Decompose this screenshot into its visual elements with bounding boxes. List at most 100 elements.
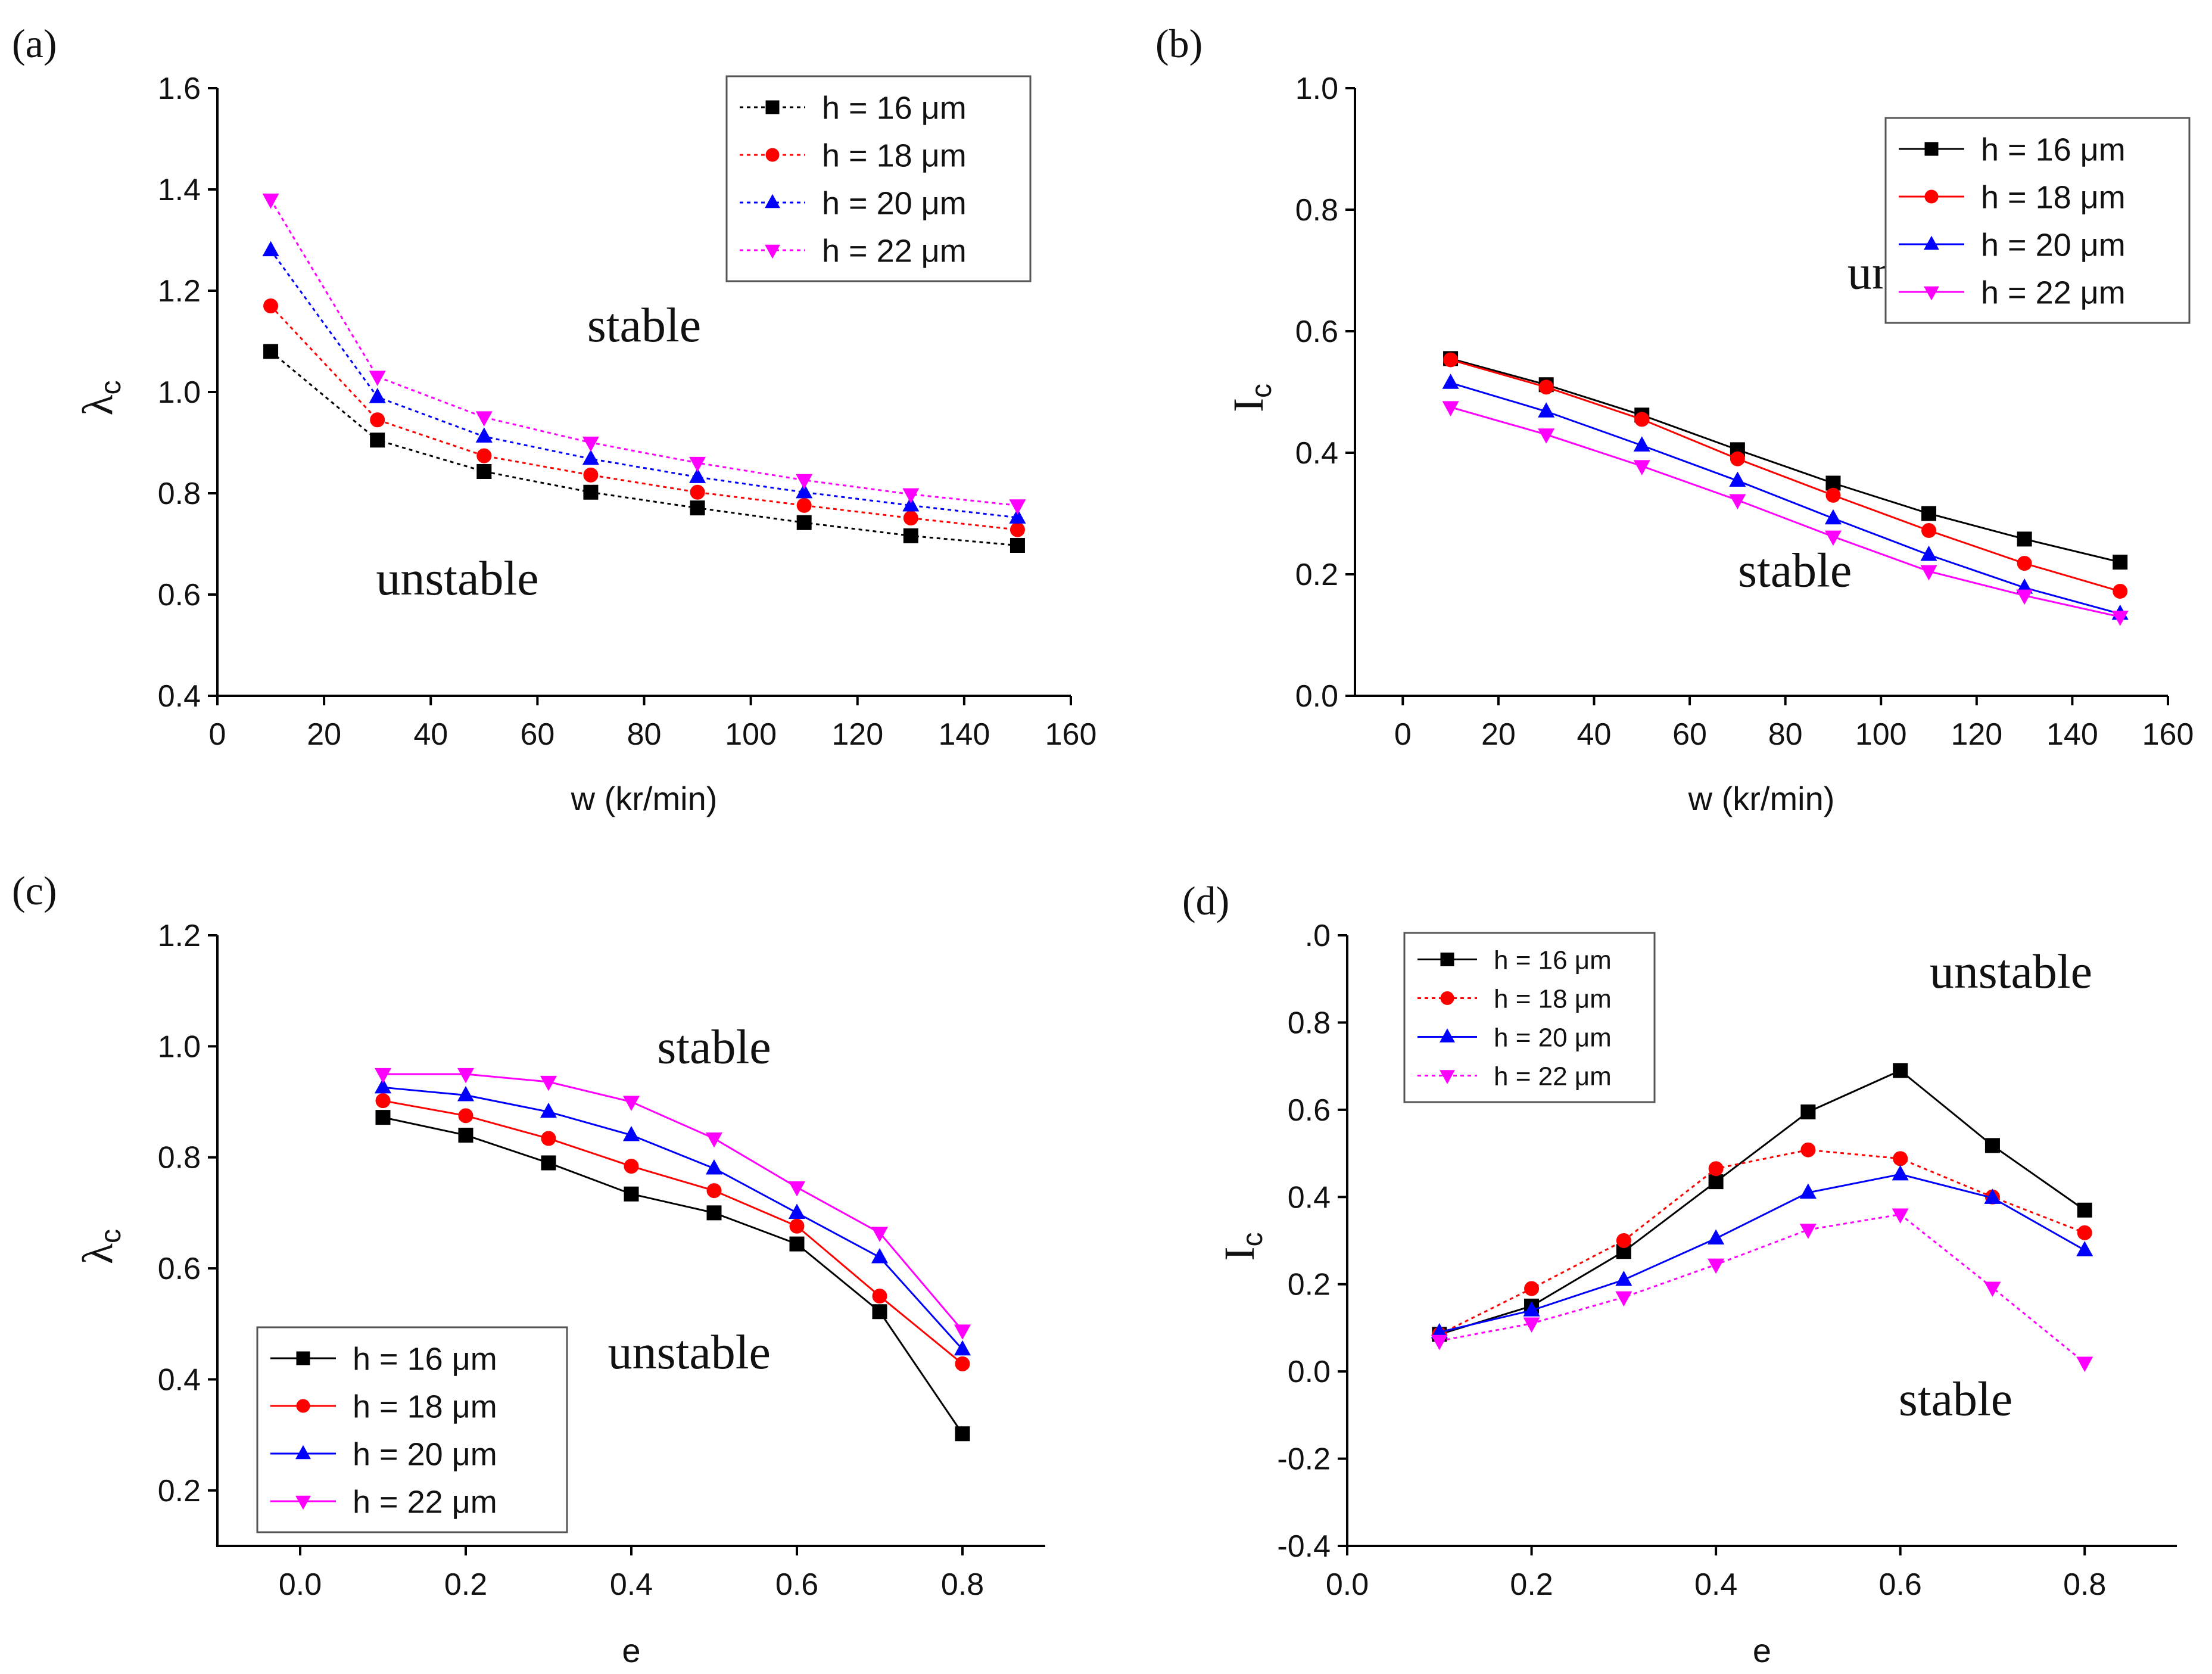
y-axis-subscript: c [1246,384,1278,398]
data-point [540,1102,557,1118]
x-tick-label: 40 [413,717,448,752]
data-point [375,1093,391,1109]
y-tick-label: 0.8 [1288,1006,1331,1040]
series-4 [1442,401,2129,626]
x-tick-label: 0.4 [1694,1567,1737,1602]
data-point [262,193,279,209]
series-1 [1432,1063,2092,1342]
series-3 [374,1078,971,1356]
data-point [2017,531,2032,547]
series-2 [375,1093,970,1371]
legend-marker [1924,286,1939,301]
annotation-background [573,1320,806,1392]
legend-label: h = 22 μm [822,233,967,269]
region-annotation: unstable [376,551,538,605]
data-point [690,484,705,500]
panel-label: (d) [1182,878,1229,923]
data-point [789,1218,805,1234]
data-point [1523,1301,1540,1317]
series-line [1439,1213,2086,1364]
x-tick-label: 0.0 [1326,1567,1369,1602]
data-point [796,483,813,499]
data-point [1708,1174,1724,1190]
series-line [1450,359,2121,592]
chart-panel-1: (a) 0 20 40 60 80 100 120 140 160 0.4 0.6 0.8 1.0 1.2 1… [12,21,1096,817]
data-point [2077,1202,2092,1218]
data-point [689,456,706,472]
y-tick-label: 0.8 [158,1141,201,1175]
axes-frame [216,935,1045,1547]
data-point [476,448,492,463]
data-point [1010,538,1025,553]
data-point [1009,508,1026,524]
x-tick-label: 40 [1577,717,1612,752]
data-point [2076,1356,2093,1372]
y-axis-subscript: c [95,381,127,395]
data-point [541,1155,556,1171]
y-tick-label: 0.4 [158,679,201,714]
data-point [458,1108,473,1124]
series-line [270,199,1018,506]
x-tick-label: 80 [1768,717,1803,752]
y-tick-label: 0.6 [158,1252,201,1286]
data-point [788,1203,806,1219]
data-point [2017,556,2032,571]
y-axis-symbol: I [1225,398,1272,412]
y-tick-label: 0.4 [1295,436,1338,471]
x-tick-label: 60 [520,717,554,752]
data-point [903,511,918,526]
data-point [1893,1151,1908,1166]
data-point [2077,1225,2092,1240]
legend-marker [765,244,780,259]
region-annotation: stable [657,1019,771,1074]
region-annotation: unstable [608,1325,771,1379]
data-point [796,497,812,513]
legend-label: h = 22 μm [1494,1062,1612,1091]
legend-marker [1924,189,1939,204]
y-tick-label: 0.4 [158,1362,201,1397]
data-point [1984,1138,2000,1153]
data-point [902,488,920,504]
legend-label: h = 20 μm [1981,227,2126,263]
x-tick-label: 0.8 [2063,1567,2106,1602]
data-point [1729,494,1746,509]
x-tick-label: 0.6 [775,1567,818,1602]
data-point [1799,1183,1817,1199]
data-point [457,1085,475,1102]
region-annotation: stable [1899,1371,2012,1426]
data-point [1010,522,1025,537]
data-point [582,449,599,465]
data-point [689,468,706,483]
x-tick-label: 0.8 [941,1567,984,1602]
data-point [370,412,385,428]
data-point [903,528,918,543]
x-tick-label: 120 [831,717,883,752]
y-axis-label-text: Ic [1225,384,1278,412]
data-point [457,1068,475,1084]
x-tick-label: 140 [2046,717,2098,752]
series-1 [263,344,1025,553]
data-point [1892,1165,1909,1181]
x-tick-label: 100 [1855,717,1907,752]
series-line [382,1086,964,1351]
y-tick-label: -0.4 [1277,1529,1331,1564]
data-point [476,463,492,479]
legend-marker [296,1399,310,1413]
legend-label: h = 18 μm [822,138,967,173]
y-axis-label-text: λc [74,1229,127,1264]
x-tick-label: 0.6 [1879,1567,1922,1602]
y-axis-label-text: Ic [1216,1233,1269,1261]
data-point [1893,1063,1908,1078]
x-tick-label: 160 [1045,717,1097,752]
y-axis-label: Ic [1216,1233,1269,1261]
legend: h = 16 μm h = 18 μm h = 20 μm h = 22 μm [725,75,1032,282]
data-point [2016,589,2033,605]
legend-marker [296,1351,310,1365]
data-point [1729,471,1746,487]
x-axis-label: w (kr/min) [571,780,718,817]
series-1 [375,1110,970,1442]
x-tick-label: 60 [1672,717,1707,752]
data-point [1431,1334,1448,1351]
data-point [902,496,920,512]
series-line [270,250,1018,519]
